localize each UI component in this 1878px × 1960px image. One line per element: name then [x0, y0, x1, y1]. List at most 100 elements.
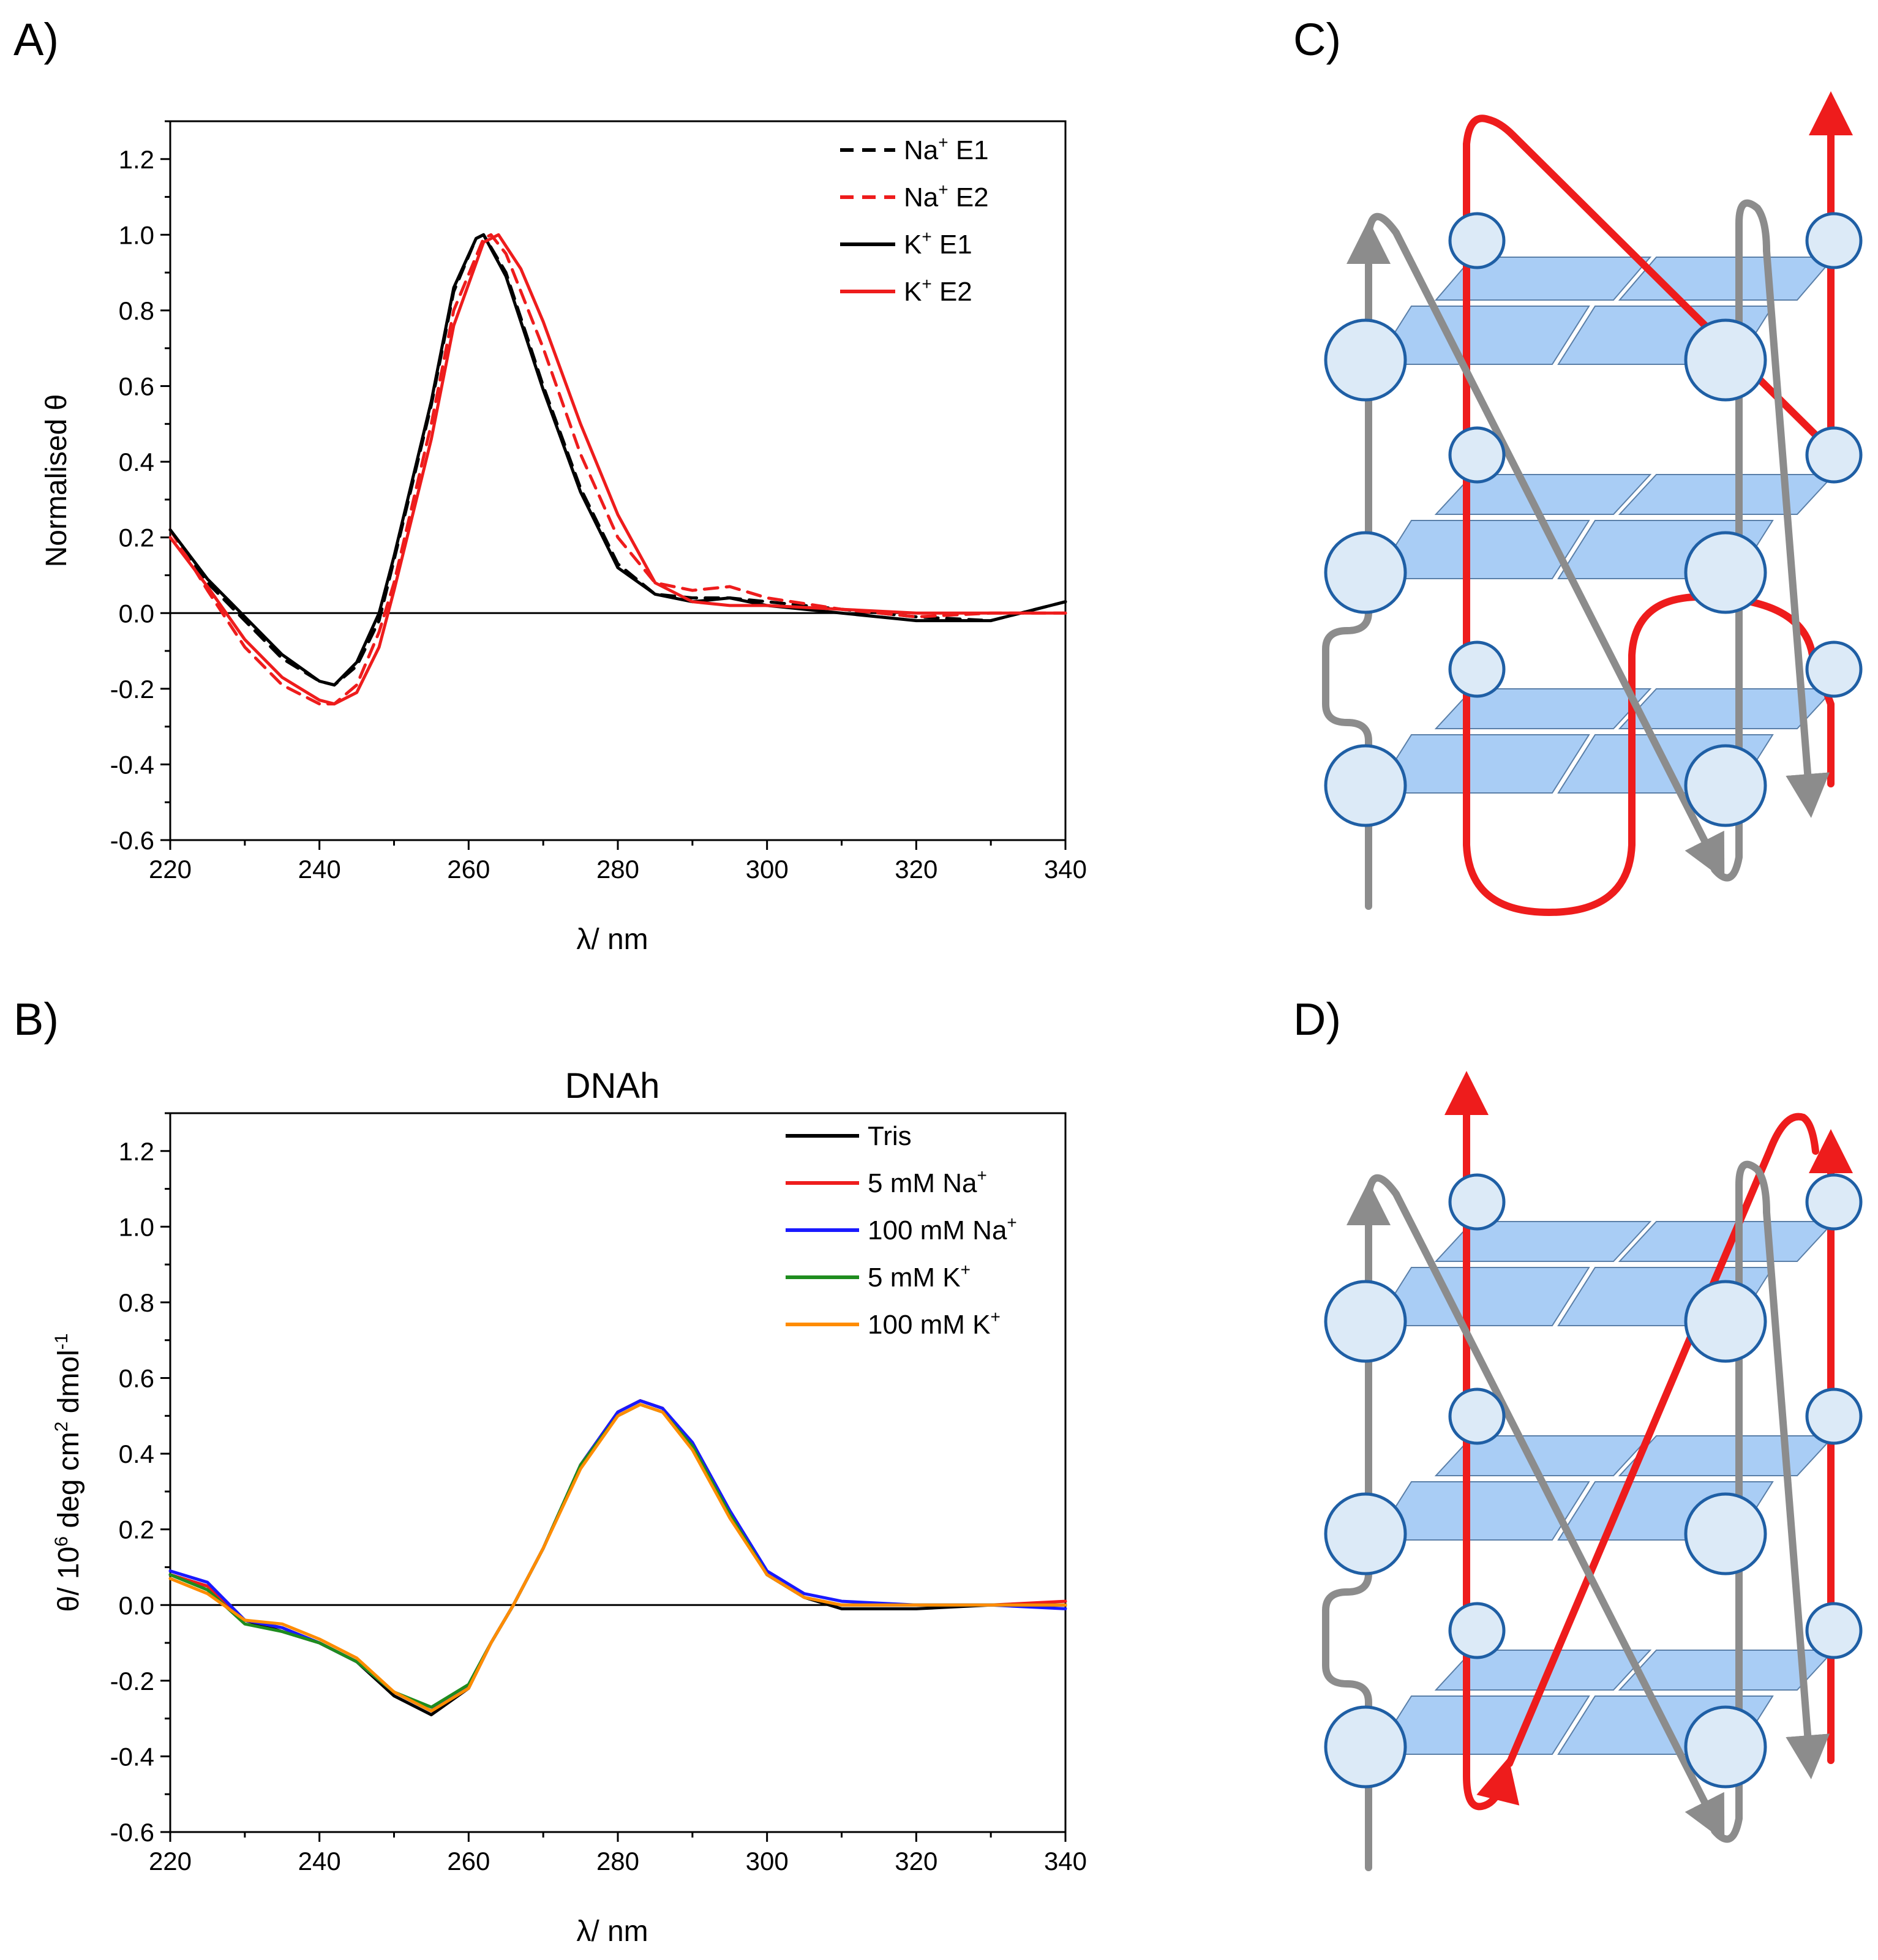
plate [1618, 1435, 1836, 1476]
gray-strand-1 [1322, 1181, 1391, 1871]
x-tick-label: 300 [746, 1847, 789, 1876]
x-tick-label: 240 [298, 855, 341, 884]
node-front [1324, 744, 1407, 827]
series-line-3 [168, 1399, 1067, 1713]
x-tick-label: 260 [447, 855, 490, 884]
node-back [1448, 1173, 1506, 1231]
plate [1618, 1650, 1836, 1691]
strands-c [1322, 91, 1853, 916]
ylabel-part-b: 6 [51, 1536, 72, 1547]
legend-label-3: K+ E1 [904, 227, 972, 260]
series-line-4 [168, 1403, 1067, 1709]
legend-label-4: 5 mM K+ [868, 1260, 971, 1293]
ylabel-part-f: -1 [51, 1334, 72, 1350]
y-tick-label: 0.0 [119, 1591, 154, 1620]
node-back [1448, 1602, 1506, 1659]
chart-title-b: DNAh [565, 1066, 660, 1106]
node-back [1805, 426, 1863, 484]
x-tick-label: 280 [596, 1847, 639, 1876]
y-tick-label: -0.6 [110, 826, 154, 855]
legend-label-1: Tris [868, 1121, 912, 1151]
node-front [1684, 1280, 1767, 1363]
x-axis-title-a: λ/ nm [576, 923, 648, 956]
y-tick-label: 0.6 [119, 372, 154, 401]
node-front [1324, 1280, 1407, 1363]
x-tick-label: 260 [447, 1847, 490, 1876]
red-loop [1463, 593, 1835, 916]
plate [1434, 474, 1652, 515]
y-tick-label: 0.8 [119, 1288, 154, 1317]
y-tick-label: 0.8 [119, 296, 154, 325]
series-line-1 [168, 1399, 1067, 1716]
node-front [1684, 1492, 1767, 1575]
ylabel-part-a: θ/ 10 [53, 1547, 85, 1612]
panel-label-a: A) [13, 14, 59, 65]
y-tick-label: -0.2 [110, 1667, 154, 1695]
x-tick-label: 240 [298, 1847, 341, 1876]
gray-strand-2 [1711, 199, 1830, 882]
legend-label-2: Na+ E2 [904, 180, 989, 212]
quadruplex-diagram-d [1322, 1071, 1863, 1871]
plate [1373, 306, 1590, 365]
x-tick-label: 280 [596, 855, 639, 884]
plate [1434, 1650, 1652, 1691]
legend-label-1: Na+ E1 [904, 133, 989, 165]
y-tick-label: 1.2 [119, 1137, 154, 1166]
plate [1434, 257, 1652, 301]
y-axis-title-a: Normalised θ [40, 394, 73, 568]
node-front [1324, 318, 1407, 402]
plate [1618, 257, 1836, 301]
ylabel-part-d: 2 [51, 1422, 72, 1432]
node-back [1448, 640, 1506, 698]
y-tick-label: -0.6 [110, 1818, 154, 1847]
gray-diagonal-1 [1365, 212, 1725, 880]
x-tick-label: 320 [895, 855, 937, 884]
node-back [1805, 1173, 1863, 1231]
y-tick-label: 1.2 [119, 145, 154, 174]
y-tick-label: 0.6 [119, 1364, 154, 1393]
node-front [1324, 1492, 1407, 1575]
x-tick-label: 300 [746, 855, 789, 884]
node-front [1684, 744, 1767, 827]
red-strand [1463, 91, 1853, 745]
node-back [1448, 1387, 1506, 1445]
panel-label-c: C) [1293, 14, 1341, 65]
x-tick-label: 340 [1044, 855, 1087, 884]
plate [1434, 1435, 1652, 1476]
red-loop [1463, 1757, 1520, 1811]
node-back [1805, 640, 1863, 698]
y-tick-label: -0.4 [110, 750, 154, 779]
gray-strand-2 [1711, 1160, 1830, 1843]
y-tick-label: 0.0 [119, 599, 154, 628]
quadruplex-diagram-c [1322, 91, 1863, 916]
panel-label-d: D) [1293, 994, 1341, 1045]
plate [1434, 1221, 1652, 1262]
y-axis-title-b: θ/ 106 deg cm2 dmol-1 [51, 1334, 85, 1612]
node-front [1324, 1705, 1407, 1789]
gray-strand-1 [1322, 220, 1391, 910]
ylabel-part-c: deg cm [53, 1432, 85, 1536]
gray-diagonal-1 [1365, 1174, 1725, 1842]
series-line-5 [168, 1403, 1067, 1713]
ylabel-part-e: dmol [53, 1350, 85, 1421]
plate [1618, 1221, 1836, 1262]
y-tick-label: 1.0 [119, 220, 154, 249]
node-front [1324, 531, 1407, 614]
plates-c [1373, 257, 1836, 794]
node-back [1805, 1387, 1863, 1445]
plate [1373, 1695, 1590, 1755]
chart-b: 220 240 260 280 300 320 340 -0.6 -0.4 -0.2 0.0 0.2 0… [51, 1066, 1087, 1948]
plates-d [1373, 1221, 1836, 1755]
panel-label-b: B) [13, 994, 59, 1045]
node-front [1684, 318, 1767, 402]
x-axis-title-b: λ/ nm [576, 1915, 648, 1948]
legend-label-2: 5 mM Na+ [868, 1166, 987, 1198]
y-tick-label: 0.2 [119, 524, 154, 552]
x-tick-label: 220 [149, 1847, 192, 1876]
y-tick-label: 1.0 [119, 1212, 154, 1241]
chart-b-content: 220 240 260 280 300 320 340 -0.6 -0.4 -0.2 0.0 0.2 0… [110, 1112, 1087, 1876]
node-back [1448, 212, 1506, 269]
y-tick-label: -0.2 [110, 675, 154, 704]
plate [1618, 474, 1836, 515]
